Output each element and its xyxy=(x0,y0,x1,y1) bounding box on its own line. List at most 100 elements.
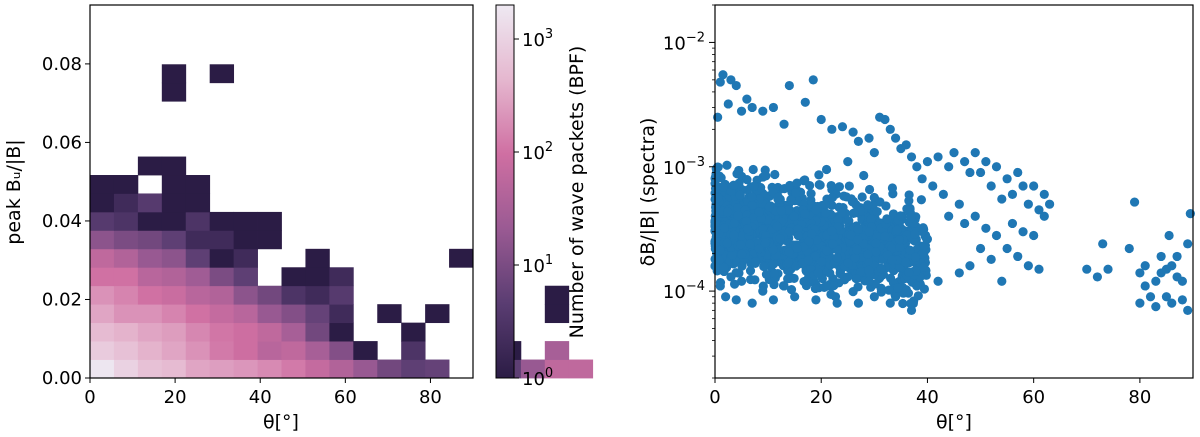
heatmap-cell xyxy=(544,359,570,379)
scatter-point xyxy=(1039,189,1049,199)
scatter-point xyxy=(805,180,815,191)
heatmap-cell xyxy=(137,156,163,176)
scatter-point xyxy=(916,195,926,205)
heatmap-cell xyxy=(113,230,139,250)
scatter-point xyxy=(754,244,764,254)
scatter-point xyxy=(810,251,820,261)
scatter-point xyxy=(975,243,986,254)
scatter-point xyxy=(811,295,821,305)
heatmap-cell xyxy=(305,285,330,305)
scatter-point xyxy=(768,295,779,305)
scatter-point xyxy=(869,292,879,302)
scatter-point xyxy=(881,201,891,211)
scatter-point xyxy=(783,257,794,268)
scatter-point xyxy=(803,255,814,265)
scatter-point xyxy=(737,249,747,259)
scatter-point xyxy=(820,200,830,210)
scatter-point xyxy=(885,298,895,308)
scatter-point xyxy=(1013,167,1023,178)
scatter-point xyxy=(722,238,732,248)
heatmap-cell xyxy=(161,211,187,231)
scatter-point xyxy=(747,102,757,113)
scatter-point xyxy=(726,272,736,282)
scatter-point xyxy=(814,170,824,180)
x-tick-label: 40 xyxy=(249,387,272,408)
scatter-point xyxy=(1018,181,1028,191)
scatter-point xyxy=(1029,181,1039,191)
scatter-point xyxy=(784,247,794,257)
scatter-point xyxy=(906,305,917,315)
heatmap-cell xyxy=(161,193,187,213)
scatter-point xyxy=(852,245,862,255)
heatmap-cell xyxy=(161,82,187,102)
heatmap-cell xyxy=(353,341,378,360)
y-tick-label: 0.06 xyxy=(42,132,82,153)
scatter-point xyxy=(745,239,755,249)
scatter-point xyxy=(917,174,927,184)
scatter-panel: 0 20 40 60 80 10−4 10−3 10−2 θ[°] δB/|B| (spec… xyxy=(637,4,1195,433)
heatmap-cell xyxy=(233,322,258,342)
colorbar-tick-label: 103 xyxy=(522,27,553,51)
scatter-point xyxy=(850,253,860,263)
scatter-point xyxy=(894,235,904,245)
scatter-point xyxy=(898,298,908,309)
scatter-point xyxy=(731,295,741,305)
heatmap-cell xyxy=(113,285,139,305)
scatter-point xyxy=(933,276,943,286)
scatter-x-ticks: 0 20 40 60 80 xyxy=(709,378,1151,408)
scatter-point xyxy=(895,211,906,221)
heatmap-cell xyxy=(185,322,211,342)
heatmap-cell xyxy=(185,304,211,324)
scatter-point xyxy=(731,80,741,91)
scatter-point xyxy=(776,205,786,216)
scatter-point xyxy=(729,279,740,289)
scatter-point xyxy=(719,262,729,273)
heatmap-cell xyxy=(185,193,211,213)
heatmap-cell xyxy=(113,304,139,324)
scatter-point xyxy=(857,192,867,202)
heatmap-cell xyxy=(281,322,306,342)
heatmap-cell xyxy=(257,359,282,379)
scatter-point xyxy=(1002,174,1012,184)
scatter-point xyxy=(1140,261,1150,271)
heatmap-cell xyxy=(377,304,402,324)
heatmap-cell xyxy=(281,341,306,360)
heatmap-cell xyxy=(329,304,354,324)
scatter-point xyxy=(863,249,873,259)
scatter-point xyxy=(1172,251,1182,262)
scatter-point xyxy=(749,181,759,191)
scatter-point xyxy=(928,181,938,191)
scatter-point xyxy=(1135,298,1145,308)
scatter-point xyxy=(1140,281,1150,291)
scatter-point xyxy=(848,286,858,297)
scatter-point xyxy=(827,192,838,203)
heatmap-cell xyxy=(185,285,211,305)
scatter-point xyxy=(880,114,890,125)
heatmap-cell xyxy=(233,230,258,250)
scatter-point xyxy=(745,266,756,276)
heatmap-cell xyxy=(305,248,330,268)
colorbar-label: Number of wave packets (BPF) xyxy=(566,46,588,339)
scatter-point xyxy=(827,226,837,236)
scatter-point xyxy=(975,167,986,178)
scatter-point xyxy=(832,253,842,263)
y-tick-label: 10−3 xyxy=(663,155,705,179)
scatter-point xyxy=(821,208,831,218)
scatter-point xyxy=(904,267,914,277)
scatter-point xyxy=(715,77,725,87)
scatter-point xyxy=(827,124,837,134)
heatmap-cell xyxy=(161,156,187,176)
heatmap-cell xyxy=(209,285,235,305)
scatter-point xyxy=(770,169,780,180)
heatmap-cell xyxy=(90,193,115,213)
scatter-point xyxy=(849,208,859,218)
scatter-point xyxy=(713,162,723,172)
scatter-point xyxy=(922,234,933,244)
scatter-point xyxy=(1082,264,1092,274)
scatter-point xyxy=(895,242,905,252)
heatmap-cell xyxy=(401,359,426,379)
scatter-point xyxy=(872,206,882,217)
heatmap-cell xyxy=(257,211,282,231)
heatmap-cell xyxy=(209,304,235,324)
heatmap-cell xyxy=(257,341,282,360)
